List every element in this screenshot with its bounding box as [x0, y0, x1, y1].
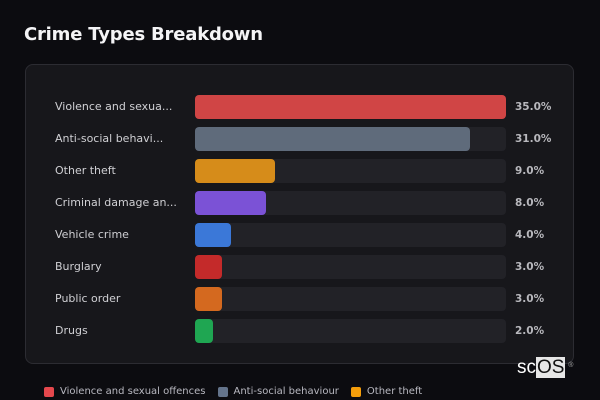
bar-fill[interactable]: [195, 287, 222, 311]
logo-highlight: OS: [536, 357, 566, 378]
bar-value-label: 31.0%: [515, 133, 552, 145]
bar-row[interactable]: Vehicle crime 4.0%: [26, 223, 573, 247]
bar-row[interactable]: Public order 3.0%: [26, 287, 573, 311]
bar-fill[interactable]: [195, 319, 213, 343]
legend-item[interactable]: Anti-social behaviour: [217, 386, 339, 397]
bar-label: Public order: [55, 292, 121, 305]
bar-label: Vehicle crime: [55, 228, 129, 241]
bar-row[interactable]: Criminal damage an... 8.0%: [26, 191, 573, 215]
chart-title: Crime Types Breakdown: [24, 24, 263, 45]
bar-fill[interactable]: [195, 255, 222, 279]
bar-value-label: 4.0%: [515, 229, 545, 241]
bar-label: Anti-social behavi...: [55, 132, 164, 145]
bar-value-label: 35.0%: [515, 101, 552, 113]
bar-fill[interactable]: [195, 223, 231, 247]
bar-fill[interactable]: [195, 159, 275, 183]
bar-track: [195, 287, 506, 311]
bar-value-label: 3.0%: [515, 293, 545, 305]
legend-swatch-icon: [350, 386, 361, 397]
bar-track: [195, 159, 506, 183]
bar-fill[interactable]: [195, 95, 506, 119]
bar-fill[interactable]: [195, 127, 471, 151]
bar-row[interactable]: Violence and sexua... 35.0%: [26, 95, 573, 119]
bar-row[interactable]: Drugs 2.0%: [26, 319, 573, 343]
logo-prefix: sc: [517, 357, 536, 378]
bar-track: [195, 95, 506, 119]
legend-label: Anti-social behaviour: [233, 386, 339, 397]
legend-item[interactable]: Violence and sexual offences: [44, 386, 206, 397]
bar-row[interactable]: Other theft 9.0%: [26, 159, 573, 183]
bar-track: [195, 255, 506, 279]
chart-legend: Violence and sexual offences Anti-social …: [44, 386, 434, 397]
bar-label: Drugs: [55, 324, 88, 337]
bar-track: [195, 127, 506, 151]
bar-row[interactable]: Burglary 3.0%: [26, 255, 573, 279]
bar-label: Other theft: [55, 164, 116, 177]
bar-value-label: 8.0%: [515, 197, 545, 209]
bar-track: [195, 191, 506, 215]
legend-swatch-icon: [217, 386, 228, 397]
bar-label: Criminal damage an...: [55, 196, 177, 209]
bar-track: [195, 223, 506, 247]
bar-label: Burglary: [55, 260, 102, 273]
legend-swatch-icon: [44, 386, 54, 397]
bar-value-label: 9.0%: [515, 165, 545, 177]
bar-value-label: 3.0%: [515, 261, 545, 273]
chart-card: Violence and sexua... 35.0% Anti-social be…: [25, 64, 574, 364]
bar-label: Violence and sexua...: [55, 100, 173, 113]
bar-track: [195, 319, 506, 343]
scos-logo: scOS ®: [517, 357, 573, 378]
legend-item[interactable]: Other theft: [350, 386, 423, 397]
bar-value-label: 2.0%: [515, 325, 545, 337]
bar-row[interactable]: Anti-social behavi... 31.0%: [26, 127, 573, 151]
bar-fill[interactable]: [195, 191, 267, 215]
legend-label: Other theft: [366, 386, 423, 397]
legend-label: Violence and sexual offences: [60, 386, 206, 397]
registered-mark-icon: ®: [568, 362, 574, 369]
